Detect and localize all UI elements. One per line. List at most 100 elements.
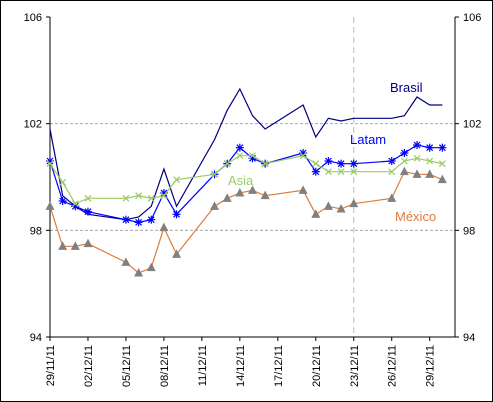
marker-stroke: [211, 170, 218, 178]
marker-stroke: [413, 141, 421, 149]
marker-stroke: [388, 168, 396, 176]
marker-stroke: [59, 197, 67, 205]
y2-tick-label: 106: [463, 12, 481, 24]
marker: [336, 204, 346, 213]
marker: [122, 194, 130, 202]
marker: [298, 185, 308, 194]
marker-stroke: [59, 178, 67, 186]
marker-stroke: [438, 144, 446, 152]
marker: [426, 157, 434, 165]
marker: [58, 197, 67, 205]
marker: [261, 160, 269, 168]
x-tick-label: 20/12/11: [311, 345, 323, 387]
marker: [260, 190, 270, 200]
marker: [413, 154, 421, 162]
plot: 94 98 102 106 94 98 102 106 29/11/11 02/12/11 05/1…: [24, 12, 482, 387]
y-tick-label: 102: [24, 119, 42, 131]
series-label: Latam: [350, 132, 386, 147]
marker-stroke: [337, 168, 345, 176]
marker-stroke: [84, 194, 92, 202]
marker: [211, 170, 218, 178]
marker-stroke: [46, 160, 54, 168]
marker-stroke: [122, 216, 130, 224]
marker: [159, 222, 169, 232]
marker-stroke: [147, 194, 155, 202]
series-label: México: [395, 209, 436, 224]
marker: [236, 152, 244, 160]
marker: [46, 160, 54, 168]
y2-tick-label: 102: [463, 119, 481, 131]
marker-stroke: [438, 160, 446, 168]
marker: [59, 178, 67, 186]
marker-stroke: [337, 160, 345, 168]
marker: [400, 157, 408, 165]
marker: [323, 201, 333, 210]
marker: [121, 257, 131, 266]
marker-stroke: [147, 216, 155, 224]
marker-stroke: [299, 152, 307, 160]
y2-tick-label: 94: [463, 332, 475, 344]
marker-stroke: [350, 160, 358, 168]
marker: [387, 193, 397, 202]
marker: [438, 160, 446, 168]
marker: [425, 169, 435, 178]
x-tick-label: 23/12/11: [349, 345, 361, 387]
marker-stroke: [249, 152, 256, 160]
marker-stroke: [160, 192, 168, 200]
marker-stroke: [400, 149, 408, 157]
x-tick-label: 26/12/11: [387, 345, 399, 387]
marker: [135, 192, 143, 200]
y-tick-label: 106: [24, 12, 42, 24]
marker-stroke: [413, 154, 421, 162]
x-tick-label: 11/12/11: [197, 345, 209, 386]
marker: [134, 268, 144, 277]
marker: [400, 149, 409, 157]
marker: [172, 210, 181, 219]
marker-stroke: [84, 208, 92, 216]
marker-stroke: [236, 152, 244, 160]
marker-stroke: [426, 157, 434, 165]
x-tick-label: 05/12/11: [121, 345, 133, 387]
marker: [350, 168, 358, 176]
marker: [222, 193, 232, 202]
marker: [173, 176, 180, 184]
marker: [425, 143, 434, 152]
marker: [71, 200, 79, 208]
marker: [337, 168, 345, 176]
marker-stroke: [135, 218, 143, 226]
marker: [147, 194, 155, 202]
marker-stroke: [299, 149, 307, 157]
marker: [324, 157, 333, 165]
marker: [235, 143, 244, 152]
marker: [45, 201, 55, 210]
marker: [349, 198, 359, 208]
y2-tick-label: 98: [463, 225, 475, 237]
marker: [399, 166, 409, 176]
x-tick-label: 14/12/11: [235, 345, 247, 387]
marker: [311, 167, 320, 176]
marker-stroke: [173, 210, 180, 218]
marker-stroke: [312, 160, 320, 168]
marker: [147, 215, 156, 224]
marker: [83, 238, 93, 248]
marker-stroke: [325, 157, 332, 165]
marker-stroke: [388, 157, 396, 165]
marker-stroke: [325, 168, 332, 176]
marker-stroke: [46, 157, 54, 165]
marker: [210, 201, 220, 210]
marker: [325, 168, 332, 176]
marker: [349, 159, 358, 168]
marker: [312, 160, 320, 168]
marker: [84, 194, 92, 202]
marker: [70, 241, 80, 250]
marker: [437, 174, 447, 184]
marker: [337, 159, 346, 168]
marker-stroke: [236, 144, 244, 152]
marker: [311, 209, 321, 218]
marker-stroke: [350, 168, 358, 176]
marker: [438, 143, 447, 152]
marker: [388, 168, 396, 176]
x-tick-label: 29/11/11: [45, 345, 57, 386]
